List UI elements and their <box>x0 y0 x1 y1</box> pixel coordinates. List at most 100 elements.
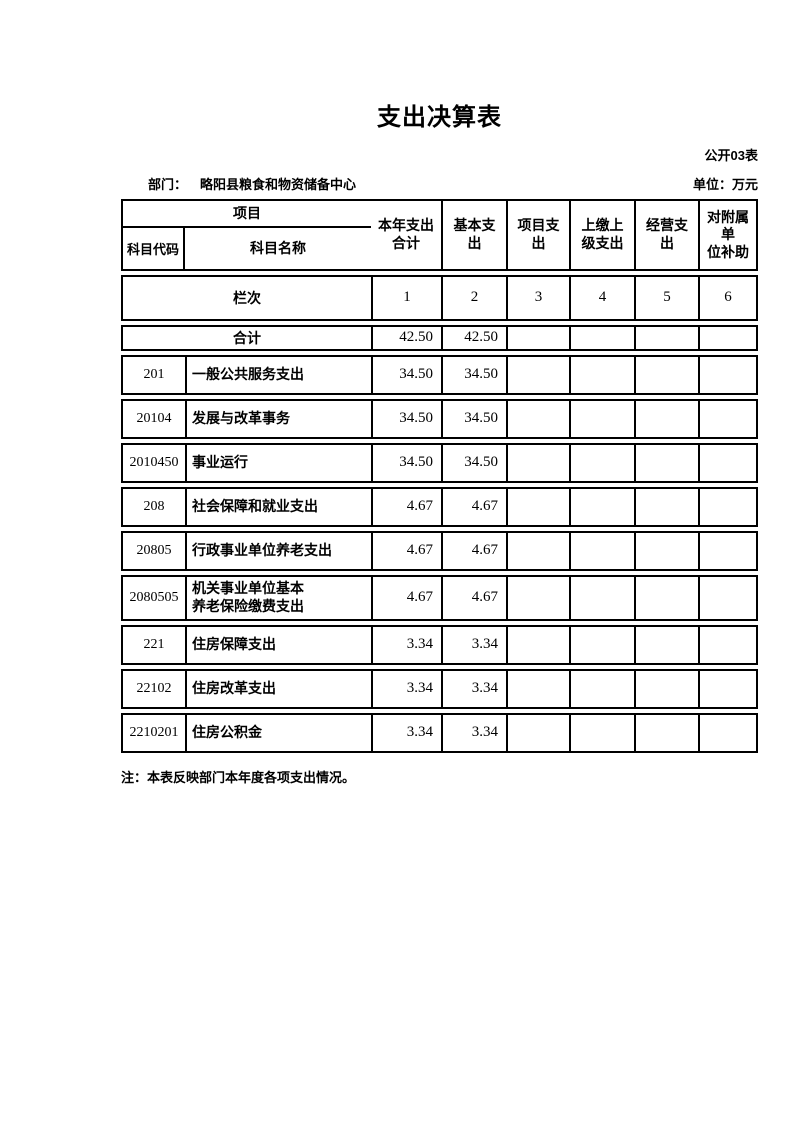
department-line: 部门： 略阳县粮食和物资储备中心 <box>121 174 356 193</box>
total-value-subsidy <box>698 326 756 349</box>
row-value-subsidy <box>698 356 756 393</box>
row-name: 住房保障支出 <box>185 626 371 663</box>
table-row: 20805 行政事业单位养老支出 4.67 4.67 <box>121 530 758 571</box>
table-row: 221 住房保障支出 3.34 3.34 <box>121 624 758 665</box>
row-name: 一般公共服务支出 <box>185 356 371 393</box>
row-value-project <box>506 576 569 619</box>
row-value-operating <box>634 400 698 437</box>
row-name: 机关事业单位基本 养老保险缴费支出 <box>185 576 371 619</box>
total-row: 合计 42.50 42.50 <box>121 324 758 351</box>
row-value-basic: 4.67 <box>441 532 506 569</box>
footnote: 注：本表反映部门本年度各项支出情况。 <box>121 769 356 785</box>
header-sub-row: 科目代码 科目名称 <box>123 227 371 269</box>
row-value-subsidy <box>698 400 756 437</box>
col-header-project-expenditure: 项目支 出 <box>506 200 569 269</box>
row-code: 2210201 <box>129 724 179 740</box>
row-value-upper-level <box>569 576 634 619</box>
total-value-project <box>506 326 569 349</box>
row-code: 221 <box>143 636 165 652</box>
row-value-basic: 34.50 <box>441 444 506 481</box>
row-value-project <box>506 444 569 481</box>
row-value-subsidy <box>698 444 756 481</box>
row-value-project <box>506 488 569 525</box>
row-value-upper-level <box>569 444 634 481</box>
col-header-operating-expenditure: 经营支 出 <box>634 200 698 269</box>
row-code: 20104 <box>136 410 172 426</box>
row-value-annual: 34.50 <box>371 400 441 437</box>
row-code: 20805 <box>136 542 172 558</box>
row-value-annual: 4.67 <box>371 532 441 569</box>
row-value-annual: 3.34 <box>371 626 441 663</box>
row-name: 事业运行 <box>185 444 371 481</box>
col-header-annual-total: 本年支出 合计 <box>378 217 434 251</box>
row-value-annual: 34.50 <box>371 444 441 481</box>
row-value-operating <box>634 444 698 481</box>
row-value-basic: 34.50 <box>441 400 506 437</box>
row-value-annual: 3.34 <box>371 670 441 707</box>
row-value-upper-level <box>569 714 634 751</box>
row-value-subsidy <box>698 488 756 525</box>
total-value-basic: 42.50 <box>441 326 506 349</box>
row-value-upper-level <box>569 356 634 393</box>
col-header-basic-expenditure: 基本支 出 <box>441 200 506 269</box>
column-index-3: 3 <box>506 276 569 319</box>
row-value-project <box>506 670 569 707</box>
table-row: 2080505 机关事业单位基本 养老保险缴费支出 4.67 4.67 <box>121 574 758 621</box>
col-header-upper-level-expenditure: 上缴上 级支出 <box>569 200 634 269</box>
row-name: 发展与改革事务 <box>185 400 371 437</box>
row-value-operating <box>634 670 698 707</box>
row-value-operating <box>634 576 698 619</box>
row-value-basic: 3.34 <box>441 714 506 751</box>
header-cell-project: 项目 <box>123 201 371 228</box>
row-value-operating <box>634 714 698 751</box>
row-value-upper-level <box>569 532 634 569</box>
row-value-operating <box>634 356 698 393</box>
row-code: 22102 <box>136 680 172 696</box>
table-code-label: 公开03表 <box>704 147 758 163</box>
row-value-basic: 34.50 <box>441 356 506 393</box>
row-value-basic: 4.67 <box>441 576 506 619</box>
row-code: 2080505 <box>129 589 179 605</box>
row-name: 住房公积金 <box>185 714 371 751</box>
row-value-operating <box>634 626 698 663</box>
col-header-affiliated-subsidy: 对附属 单 位补助 <box>698 200 756 269</box>
total-value-upper-level <box>569 326 634 349</box>
row-value-basic: 4.67 <box>441 488 506 525</box>
table-row: 2010450 事业运行 34.50 34.50 <box>121 442 758 483</box>
table-header-row: 项目 科目代码 科目名称 本年支出 合计 基本支 出 项目支 出 上缴上 级支出… <box>121 198 758 271</box>
row-value-project <box>506 356 569 393</box>
row-value-project <box>506 400 569 437</box>
unit-label: 单位：万元 <box>692 176 758 192</box>
meta-row: 部门： 略阳县粮食和物资储备中心 单位：万元 <box>121 174 758 193</box>
column-index-6: 6 <box>698 276 756 319</box>
row-value-subsidy <box>698 670 756 707</box>
table-row: 208 社会保障和就业支出 4.67 4.67 <box>121 486 758 527</box>
total-row-label: 合计 <box>233 329 261 346</box>
table-row: 20104 发展与改革事务 34.50 34.50 <box>121 398 758 439</box>
table-row: 22102 住房改革支出 3.34 3.34 <box>121 668 758 709</box>
department-value: 略阳县粮食和物资储备中心 <box>200 176 357 192</box>
row-value-subsidy <box>698 714 756 751</box>
row-value-upper-level <box>569 670 634 707</box>
row-code: 208 <box>143 498 165 514</box>
row-value-operating <box>634 532 698 569</box>
column-index-5: 5 <box>634 276 698 319</box>
row-name: 社会保障和就业支出 <box>185 488 371 525</box>
document-page: 支出决算表 公开03表 部门： 略阳县粮食和物资储备中心 单位：万元 项目 科目代… <box>121 104 758 786</box>
row-value-subsidy <box>698 576 756 619</box>
row-value-annual: 34.50 <box>371 356 441 393</box>
column-index-4: 4 <box>569 276 634 319</box>
header-cell-subject-name: 科目名称 <box>250 240 306 257</box>
table-row: 201 一般公共服务支出 34.50 34.50 <box>121 354 758 395</box>
row-value-annual: 4.67 <box>371 576 441 619</box>
row-value-annual: 4.67 <box>371 488 441 525</box>
column-index-row: 栏次 1 2 3 4 5 6 <box>121 274 758 321</box>
row-value-subsidy <box>698 626 756 663</box>
row-value-project <box>506 714 569 751</box>
department-label: 部门： <box>148 176 188 192</box>
row-value-upper-level <box>569 488 634 525</box>
row-name: 住房改革支出 <box>185 670 371 707</box>
row-code: 2010450 <box>129 454 179 470</box>
row-code: 201 <box>143 366 165 382</box>
row-value-basic: 3.34 <box>441 670 506 707</box>
